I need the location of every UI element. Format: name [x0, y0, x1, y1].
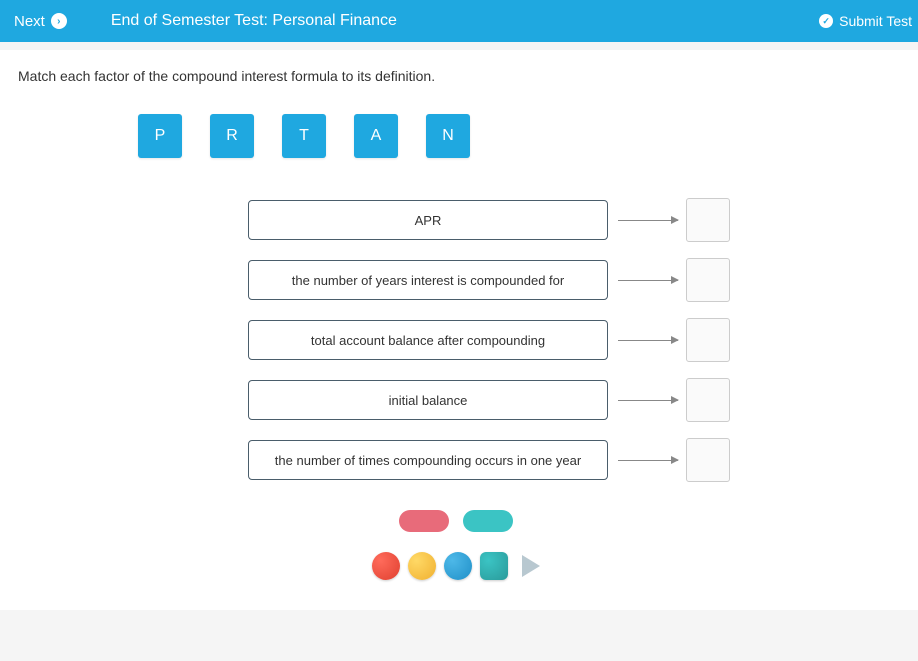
definition-row: the number of times compounding occurs i…: [248, 438, 894, 482]
submit-test-button[interactable]: ✓ Submit Test: [805, 0, 918, 42]
drop-slot[interactable]: [686, 378, 730, 422]
arrow-right-icon: ›: [51, 13, 67, 29]
definition-box: total account balance after compounding: [248, 320, 608, 360]
arrow-icon: [618, 340, 678, 341]
page-title: End of Semester Test: Personal Finance: [111, 12, 397, 30]
definition-row: initial balance: [248, 378, 894, 422]
tile-n[interactable]: N: [426, 114, 470, 158]
arrow-icon: [618, 220, 678, 221]
taskbar: [18, 552, 894, 580]
tile-r[interactable]: R: [210, 114, 254, 158]
pill-button-pink[interactable]: [399, 510, 449, 532]
question-instruction: Match each factor of the compound intere…: [18, 68, 894, 84]
definition-box: the number of years interest is compound…: [248, 260, 608, 300]
arrow-icon: [618, 460, 678, 461]
arrow-icon: [618, 400, 678, 401]
next-label: Next: [14, 13, 45, 30]
definition-box: initial balance: [248, 380, 608, 420]
taskbar-icon-blue[interactable]: [444, 552, 472, 580]
taskbar-icon-teal[interactable]: [480, 552, 508, 580]
drop-slot[interactable]: [686, 318, 730, 362]
next-button[interactable]: Next ›: [0, 0, 81, 42]
app-header: Next › End of Semester Test: Personal Fi…: [0, 0, 918, 42]
taskbar-icon-red[interactable]: [372, 552, 400, 580]
definitions-list: APR the number of years interest is comp…: [248, 198, 894, 482]
definition-box: APR: [248, 200, 608, 240]
definition-row: the number of years interest is compound…: [248, 258, 894, 302]
pill-button-teal[interactable]: [463, 510, 513, 532]
tile-p[interactable]: P: [138, 114, 182, 158]
definition-box: the number of times compounding occurs i…: [248, 440, 608, 480]
drop-slot[interactable]: [686, 198, 730, 242]
taskbar-icon-yellow[interactable]: [408, 552, 436, 580]
tile-t[interactable]: T: [282, 114, 326, 158]
drop-slot[interactable]: [686, 258, 730, 302]
question-content: Match each factor of the compound intere…: [0, 50, 918, 610]
arrow-icon: [618, 280, 678, 281]
play-icon[interactable]: [522, 555, 540, 577]
draggable-tiles-row: P R T A N: [138, 114, 894, 158]
tile-a[interactable]: A: [354, 114, 398, 158]
drop-slot[interactable]: [686, 438, 730, 482]
definition-row: APR: [248, 198, 894, 242]
tool-pills: [18, 510, 894, 532]
check-icon: ✓: [819, 14, 833, 28]
submit-label: Submit Test: [839, 13, 912, 29]
definition-row: total account balance after compounding: [248, 318, 894, 362]
